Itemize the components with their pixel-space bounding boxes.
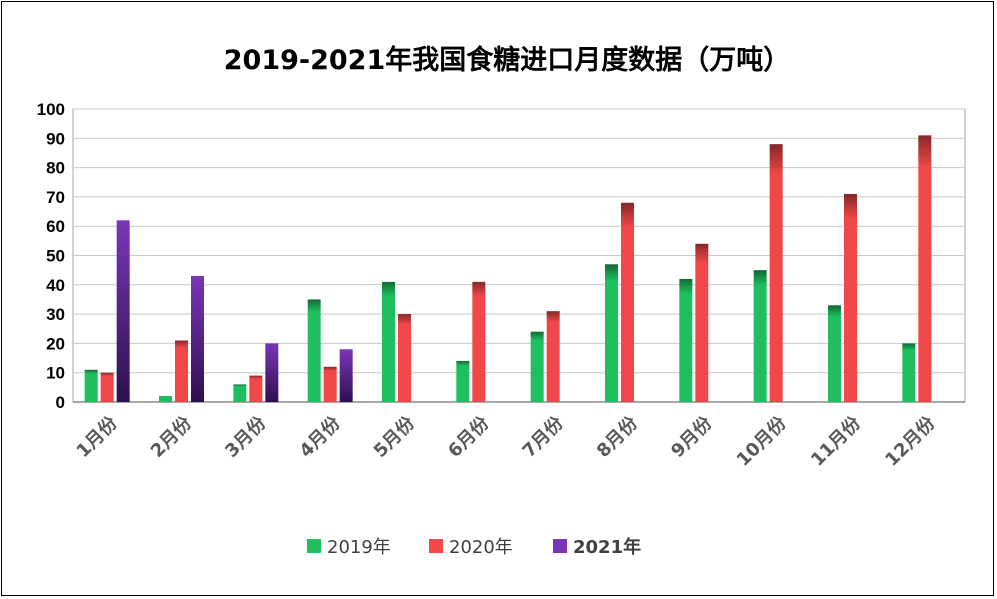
bar-1-9	[679, 278, 693, 402]
y-tick-label: 50	[46, 247, 65, 266]
x-tick-label: 5月份	[369, 411, 420, 462]
x-tick-label: 12月份	[881, 411, 940, 470]
x-tick-label: 11月份	[806, 411, 865, 470]
bar-1-6	[456, 360, 470, 402]
y-tick-label: 40	[46, 276, 65, 295]
y-axis-ticks: 0 10 20 30 40 50 60 70 80 90 100	[37, 100, 65, 412]
x-tick-label: 10月份	[732, 411, 791, 470]
y-tick-label: 0	[56, 393, 65, 412]
bar-1-11	[828, 305, 841, 402]
bar-2-8	[621, 202, 634, 402]
bar-2-2	[175, 340, 188, 402]
x-tick-label: 1月份	[72, 411, 123, 462]
bar-2-9	[695, 243, 709, 402]
bar-1-3	[233, 384, 247, 402]
legend-swatch	[553, 539, 567, 553]
x-tick-label: 7月份	[518, 411, 569, 462]
bar-1-8	[605, 264, 618, 402]
bars	[84, 135, 932, 402]
bar-2-11	[844, 193, 857, 402]
x-tick-label: 6月份	[443, 411, 494, 462]
legend-label: 2021年	[573, 536, 641, 558]
bar-1-5	[382, 281, 395, 402]
bar-2-7	[546, 311, 560, 402]
bar-1-4	[307, 299, 321, 402]
legend-swatch	[429, 539, 443, 553]
bar-2-4	[323, 366, 337, 402]
bar-1-7	[530, 331, 544, 402]
bar-1-12	[902, 343, 916, 402]
bar-2-6	[472, 281, 486, 402]
bar-3-3	[265, 343, 279, 402]
x-tick-label: 9月份	[666, 411, 717, 462]
chart-title: 2019-2021年我国食糖进口月度数据（万吨）	[224, 44, 791, 76]
y-tick-label: 30	[46, 305, 65, 324]
legend: 2019年 2020年 2021年	[307, 536, 641, 558]
y-tick-label: 10	[46, 364, 65, 383]
y-tick-label: 70	[46, 188, 65, 207]
bar-2-1	[100, 372, 114, 402]
bar-2-10	[769, 144, 783, 402]
y-tick-label: 100	[37, 100, 65, 119]
bar-1-10	[753, 270, 767, 402]
x-tick-label: 8月份	[592, 411, 643, 462]
x-tick-label: 4月份	[295, 411, 346, 462]
legend-label: 2019年	[327, 537, 391, 558]
bar-3-2	[191, 276, 204, 402]
gridlines	[72, 108, 966, 403]
x-tick-label: 2月份	[146, 411, 197, 462]
x-tick-label: 3月份	[220, 411, 271, 462]
y-tick-label: 20	[46, 334, 65, 353]
bar-3-4	[339, 349, 353, 402]
bar-3-1	[116, 220, 130, 402]
bar-2-3	[249, 375, 263, 402]
bar-2-12	[918, 135, 932, 402]
legend-swatch	[307, 539, 321, 553]
bar-2-5	[398, 314, 411, 402]
y-tick-label: 90	[46, 129, 65, 148]
legend-label: 2020年	[449, 537, 513, 558]
bar-1-1	[84, 369, 98, 402]
bar-1-2	[159, 396, 172, 402]
y-tick-label: 60	[46, 217, 65, 236]
x-axis-ticks: 1月份 2月份 3月份 4月份 5月份 6月份 7月份 8月份 9月份 10月份 11月份 12月份	[72, 411, 940, 470]
y-tick-label: 80	[46, 159, 65, 178]
